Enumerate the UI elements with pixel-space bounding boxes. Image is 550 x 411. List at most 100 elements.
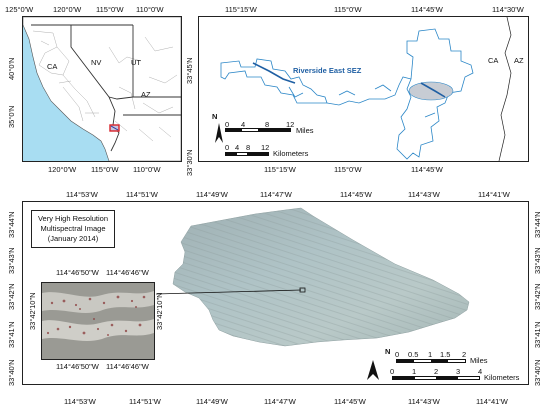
- state-label-ut: UT: [131, 58, 141, 67]
- main-scale-miles-1-5: 1.5: [440, 350, 451, 359]
- sez-state-az: AZ: [514, 56, 524, 65]
- sez-road: [252, 62, 296, 84]
- sez-scale-km-unit: Kilometers: [273, 149, 309, 158]
- inset-lon-bottom-3: 110°0'W: [133, 165, 161, 174]
- main-lon-top-3: 114°49'W: [196, 190, 228, 199]
- main-lon-top-1: 114°53'W: [66, 190, 98, 199]
- zoom-location-box: [299, 287, 306, 293]
- state-label-nv: NV: [91, 58, 102, 67]
- inset-lon-top-4: 110°0'W: [136, 5, 164, 14]
- study-area-mark: [110, 125, 119, 131]
- main-scale-km-2: 2: [434, 367, 439, 376]
- inset-lat-left-1: 40°0'N: [7, 57, 16, 80]
- image-title-line-3: (January 2014): [47, 234, 99, 243]
- main-lat-right-1: 33°44'N: [533, 211, 542, 238]
- sez-scale-km-12: 12: [261, 143, 270, 152]
- inset-map: CA NV UT AZ: [22, 16, 182, 162]
- land-mass: [23, 17, 181, 161]
- sez-map-canvas: [215, 17, 512, 161]
- main-lon-top-2: 114°51'W: [126, 190, 158, 199]
- sez-map: Riverside East SEZ CA AZ N 0 4 8 12 Mile…: [198, 16, 529, 162]
- imagery-texture: [173, 208, 469, 346]
- sez-scale-miles-unit: Miles: [296, 126, 314, 135]
- inset-connector-line: [155, 289, 302, 295]
- state-borders: [31, 24, 181, 152]
- vegetation-dots: [46, 295, 146, 336]
- main-lon-top-7: 114°41'W: [478, 190, 510, 199]
- sez-scale-km-8: 8: [246, 143, 251, 152]
- image-title-box: Very High Resolution Multispectral Image…: [31, 210, 115, 248]
- sez-scale-miles-4: 4: [241, 120, 246, 129]
- sez-scale-miles-bar: [225, 128, 291, 132]
- inset-lon-top-1: 125°0'W: [5, 5, 34, 14]
- wash-channel-1: [42, 291, 154, 313]
- main-scale-miles-bar: [396, 359, 466, 363]
- north-arrow-icon: [215, 123, 223, 143]
- main-lon-bottom-5: 114°45'W: [334, 397, 366, 406]
- main-lon-bottom-3: 114°49'W: [196, 397, 228, 406]
- inset-lat-left-2: 35°0'N: [7, 105, 16, 128]
- sez-north-label: N: [212, 112, 218, 121]
- main-lat-left-1: 33°44'N: [7, 211, 16, 238]
- sez-state-ca: CA: [488, 56, 499, 65]
- zoom-inset-canvas: [42, 283, 154, 359]
- main-scale-km-1: 1: [412, 367, 417, 376]
- main-lat-left-5: 33°40'N: [7, 359, 16, 386]
- sez-lon-top-4: 114°30'W: [492, 5, 524, 14]
- inset-lon-bottom-2: 115°0'W: [91, 165, 119, 174]
- inset-map-canvas: [23, 17, 181, 161]
- sez-scale-km-bar: [225, 152, 269, 156]
- main-lon-bottom-1: 114°53'W: [64, 397, 96, 406]
- sez-lon-top-3: 114°45'W: [411, 5, 443, 14]
- sez-lat-left-2: 33°30'N: [185, 149, 194, 176]
- main-scale-km-0: 0: [390, 367, 395, 376]
- main-lon-bottom-6: 114°43'W: [408, 397, 440, 406]
- sez-scale-miles-8: 8: [265, 120, 270, 129]
- sez-lat-left-1: 33°45'N: [185, 57, 194, 84]
- state-label-az: AZ: [141, 90, 151, 99]
- main-lon-top-5: 114°45'W: [340, 190, 372, 199]
- zoom-inset: [41, 282, 155, 360]
- sez-outline: [220, 28, 474, 160]
- main-lat-left-2: 33°43'N: [7, 247, 16, 274]
- main-scale-km-unit: Kilometers: [484, 373, 520, 382]
- sez-lon-bottom-2: 115°0'W: [334, 165, 362, 174]
- main-scale-miles-0: 0: [395, 350, 400, 359]
- zoom-lon-top-2: 114°46'46"W: [106, 268, 149, 277]
- sez-lon-bottom-1: 115°15'W: [264, 165, 296, 174]
- zoom-lat-left-1: 33°42'10"N: [28, 292, 37, 330]
- zoom-lon-bottom-1: 114°46'50"W: [56, 362, 99, 371]
- main-scale-km-bar: [392, 376, 480, 380]
- main-lat-right-4: 33°41'N: [533, 321, 542, 348]
- image-title-line-1: Very High Resolution: [37, 214, 109, 223]
- sez-scale-miles-12: 12: [286, 120, 295, 129]
- zoom-lon-top-1: 114°46'50"W: [56, 268, 99, 277]
- main-north-arrow-icon: [367, 360, 379, 380]
- sez-label: Riverside East SEZ: [293, 66, 362, 75]
- main-scale-km-4: 4: [478, 367, 483, 376]
- image-title-line-2: Multispectral Image: [40, 224, 106, 233]
- main-north-label: N: [385, 347, 391, 356]
- main-lon-bottom-7: 114°41'W: [476, 397, 508, 406]
- main-lon-top-6: 114°43'W: [408, 190, 440, 199]
- main-map-canvas: [155, 207, 470, 380]
- zoom-lat-right-1: 33°42'10"N: [155, 292, 164, 330]
- main-lat-left-3: 33°42'N: [7, 283, 16, 310]
- main-scale-miles-1: 1: [428, 350, 433, 359]
- sez-lon-bottom-3: 114°45'W: [411, 165, 443, 174]
- inset-lon-top-2: 120°0'W: [53, 5, 82, 14]
- sez-scale-km-0: 0: [225, 143, 230, 152]
- main-lon-top-4: 114°47'W: [260, 190, 292, 199]
- main-scale-km-3: 3: [456, 367, 461, 376]
- sez-scale-km-4: 4: [235, 143, 240, 152]
- ca-az-border: [498, 17, 512, 161]
- main-map: Very High Resolution Multispectral Image…: [22, 201, 529, 385]
- main-lat-right-2: 33°43'N: [533, 247, 542, 274]
- sez-lon-top-2: 115°0'W: [334, 5, 362, 14]
- main-scale-miles-2: 2: [462, 350, 467, 359]
- sez-shaded-area: [408, 81, 454, 101]
- main-lon-bottom-2: 114°51'W: [129, 397, 161, 406]
- inset-lon-top-3: 115°0'W: [96, 5, 124, 14]
- state-label-ca: CA: [47, 62, 58, 71]
- sez-road-east: [420, 82, 446, 98]
